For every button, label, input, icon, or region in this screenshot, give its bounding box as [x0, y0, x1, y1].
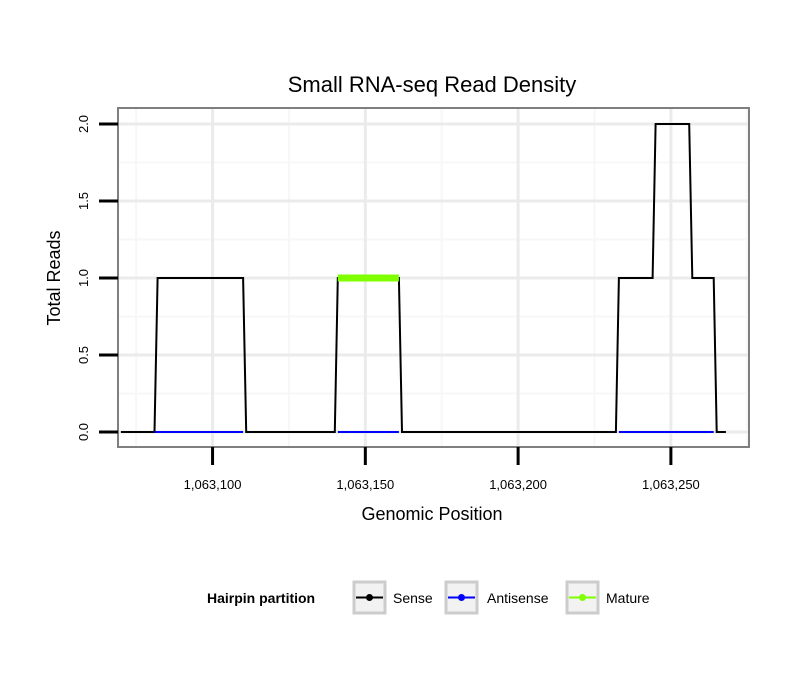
y-tick-label: 1.0 — [76, 269, 91, 287]
plot-area: 0.0 0.5 1.0 1.5 2.0 1,063,100 1,063,150 1,063,2… — [76, 107, 750, 492]
legend-key-point — [579, 594, 586, 601]
legend: Hairpin partition Sense Antisense Mature — [207, 580, 650, 615]
x-tick-label: 1,063,150 — [336, 477, 394, 492]
x-tick-label: 1,063,100 — [184, 477, 242, 492]
y-tick-label: 0.5 — [76, 346, 91, 364]
legend-key-point — [458, 594, 465, 601]
legend-key-point — [366, 594, 373, 601]
legend-label: Antisense — [487, 590, 549, 606]
y-axis-title: Total Reads — [44, 230, 64, 325]
y-tick-label: 2.0 — [76, 115, 91, 133]
x-tick-label: 1,063,200 — [489, 477, 547, 492]
legend-title: Hairpin partition — [207, 590, 315, 606]
chart-title: Small RNA-seq Read Density — [288, 72, 577, 97]
legend-label: Sense — [393, 590, 433, 606]
series-line-sense — [120, 123, 726, 433]
y-tick-label: 1.5 — [76, 192, 91, 210]
x-axis-title: Genomic Position — [361, 504, 502, 524]
y-tick-label: 0.0 — [76, 423, 91, 441]
legend-label: Mature — [606, 590, 650, 606]
x-tick-label: 1,063,250 — [642, 477, 700, 492]
